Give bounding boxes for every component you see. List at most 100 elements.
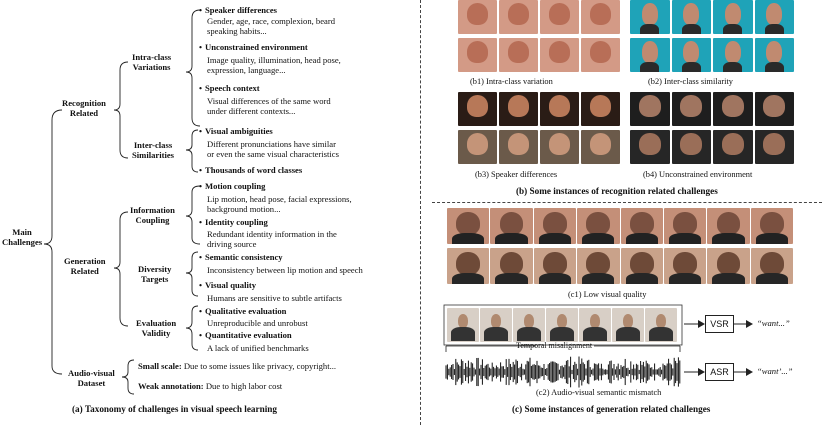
inter-class-label: Inter-class Similarities	[132, 140, 175, 160]
caption-b4: (b4) Unconstrained environment	[643, 170, 753, 179]
face-image	[630, 0, 670, 34]
b1-row-1	[458, 0, 620, 34]
root-label: Main Challenges	[2, 227, 43, 247]
b3-row-2	[458, 130, 620, 164]
face-image	[540, 0, 579, 34]
face-image	[707, 248, 750, 284]
face-image	[754, 130, 794, 164]
item-desc: Lip motion, head pose, facial expression…	[207, 194, 352, 214]
item-title: Qualitative evaluation	[199, 306, 286, 316]
item-desc: A lack of unified benchmarks	[207, 343, 309, 353]
item-desc: Redundant identity information in the dr…	[207, 229, 337, 249]
face-image	[533, 208, 577, 244]
face-image	[581, 0, 620, 34]
item-desc: Gender, age, race, complexion, beard spe…	[207, 16, 336, 36]
b2-row-2	[630, 38, 794, 72]
face-image	[447, 208, 490, 244]
face-image	[620, 248, 663, 284]
face-image	[490, 208, 533, 244]
face-image	[458, 92, 497, 126]
taxonomy-brackets	[43, 9, 201, 395]
face-image	[513, 308, 545, 342]
face-image	[577, 248, 620, 284]
item-title: Semantic consistency	[199, 252, 283, 262]
c1-row-2	[447, 248, 793, 284]
face-image	[754, 92, 794, 126]
face-image	[750, 208, 793, 244]
weak-annotation-text: Weak annotation: Due to high labor cost	[138, 381, 283, 391]
face-image	[458, 38, 497, 72]
face-image	[533, 248, 577, 284]
item-desc: Inconsistency between lip motion and spe…	[207, 265, 363, 275]
b2-row-1	[630, 0, 794, 34]
caption-b3: (b3) Speaker differences	[475, 170, 558, 179]
evaluation-validity-label: Evaluation Validity	[136, 318, 177, 338]
asr-box: ASR	[705, 363, 734, 381]
face-image	[581, 92, 620, 126]
item-desc: Visual differences of the same word unde…	[207, 96, 331, 116]
face-image	[663, 248, 707, 284]
face-image	[581, 38, 620, 72]
c1-row-1	[447, 208, 793, 244]
face-image	[458, 0, 497, 34]
face-image	[671, 130, 711, 164]
face-image	[713, 130, 753, 164]
item-desc: Image quality, illumination, head pose, …	[207, 55, 341, 75]
face-image	[546, 308, 578, 342]
face-image	[447, 308, 479, 342]
face-image	[540, 38, 579, 72]
video-frame-border	[443, 304, 683, 346]
face-image	[645, 308, 677, 342]
face-image	[620, 208, 663, 244]
item-desc: Different pronunciations have similar or…	[207, 139, 339, 159]
recognition-label: Recognition Related	[62, 98, 106, 118]
face-image	[671, 0, 711, 34]
face-image	[671, 38, 711, 72]
face-image	[490, 248, 533, 284]
caption-b1: (b1) Intra-class variation	[470, 77, 553, 86]
face-image	[579, 308, 611, 342]
face-image	[713, 38, 753, 72]
face-image	[499, 92, 538, 126]
b4-row-1	[630, 92, 794, 126]
b4-row-2	[630, 130, 794, 164]
intra-class-label: Intra-class Variations	[132, 52, 172, 72]
face-image	[707, 208, 750, 244]
item-title: Identity coupling	[199, 217, 268, 227]
information-coupling-label: Information Coupling	[130, 205, 175, 225]
face-image	[713, 0, 753, 34]
face-image	[713, 92, 753, 126]
face-image	[630, 92, 670, 126]
face-image	[480, 308, 512, 342]
caption-a: (a) Taxonomy of challenges in visual spe…	[72, 404, 277, 414]
item-title: Speaker differences	[199, 5, 277, 15]
arrow-head	[746, 320, 753, 328]
c2-diagram	[443, 304, 753, 388]
caption-b2: (b2) Inter-class similarity	[648, 77, 733, 86]
face-image	[671, 92, 711, 126]
face-image	[630, 130, 670, 164]
item-title: Quantitative evaluation	[199, 330, 292, 340]
face-image	[630, 38, 670, 72]
arrow-head	[698, 368, 705, 376]
face-image	[540, 92, 579, 126]
face-image	[581, 130, 620, 164]
caption-c1: (c1) Low visual quality	[568, 290, 647, 299]
face-image	[750, 248, 793, 284]
face-image	[447, 248, 490, 284]
c2-video-frames	[447, 308, 677, 342]
b3-row-1	[458, 92, 620, 126]
caption-b: (b) Some instances of recognition relate…	[516, 186, 718, 196]
face-image	[540, 130, 579, 164]
item-title: Visual ambiguities	[199, 126, 273, 136]
item-title: Speech context	[199, 83, 260, 93]
asr-output: “want’...”	[757, 366, 793, 376]
dataset-label: Audio-visual Dataset	[68, 368, 115, 388]
caption-c2: (c2) Audio-visual semantic mismatch	[536, 388, 662, 397]
generation-label: Generation Related	[64, 256, 106, 276]
small-scale-text: Small scale: Due to some issues like pri…	[138, 361, 337, 371]
panel-divider	[420, 0, 421, 425]
face-image	[754, 0, 794, 34]
item-title: Motion coupling	[199, 181, 265, 191]
face-image	[754, 38, 794, 72]
